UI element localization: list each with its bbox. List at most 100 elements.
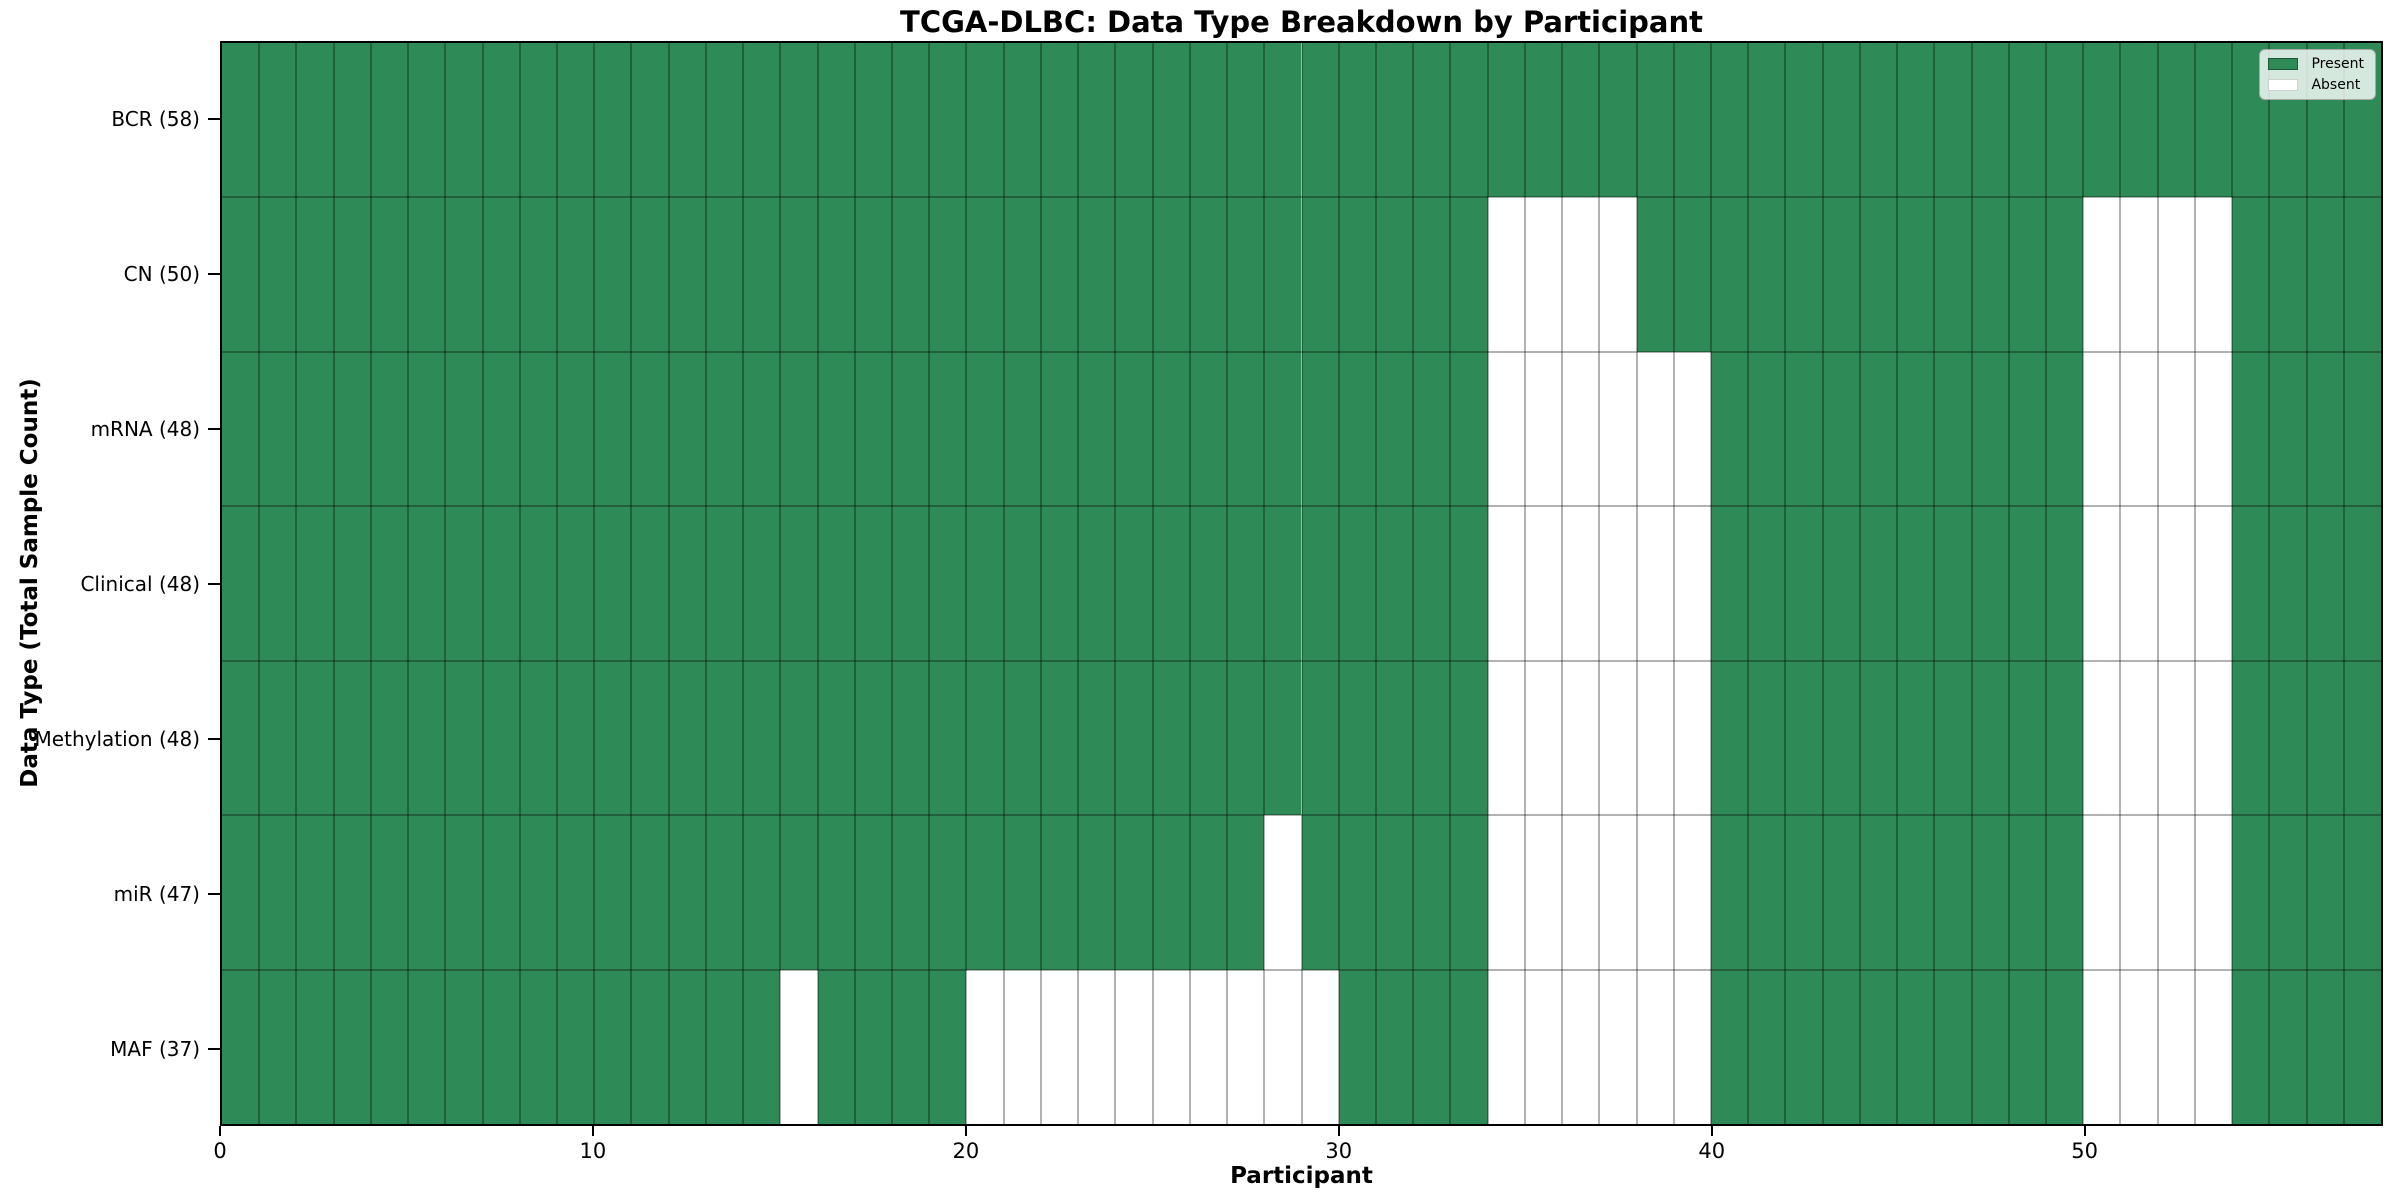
heatmap-cell [408, 351, 446, 507]
heatmap-cell [2269, 660, 2307, 816]
x-tick-mark [964, 1126, 967, 1136]
heatmap-cell [2083, 660, 2121, 816]
heatmap-cell [1859, 43, 1898, 198]
heatmap-cell [1115, 660, 1153, 816]
heatmap-cell [2008, 351, 2046, 507]
heatmap-cell [1301, 506, 1339, 661]
gridline-vertical [593, 43, 596, 1124]
heatmap-cell [1673, 660, 1711, 816]
heatmap-cell [1785, 351, 1823, 507]
heatmap-cell [296, 506, 334, 661]
heatmap-cell [557, 969, 595, 1124]
gridline-vertical [1523, 43, 1526, 1124]
heatmap-cell [854, 969, 893, 1124]
heatmap-cell [2306, 197, 2344, 352]
heatmap-cell [929, 197, 967, 352]
heatmap-cell [1785, 197, 1823, 352]
heatmap-cell [1264, 660, 1302, 816]
gridline-horizontal [222, 505, 2381, 508]
heatmap-cell [333, 351, 371, 507]
heatmap-cell [2045, 969, 2084, 1124]
gridline-vertical [1672, 43, 1675, 1124]
heatmap-cell [1115, 197, 1153, 352]
heatmap-cell [519, 43, 557, 198]
heatmap-cell [1227, 197, 1265, 352]
heatmap-cell [1636, 506, 1674, 661]
heatmap-cell [780, 660, 818, 816]
heatmap-cell [2232, 969, 2270, 1124]
gridline-vertical [2193, 43, 2196, 1124]
heatmap-cell [705, 969, 744, 1124]
gridline-vertical [816, 43, 819, 1124]
gridline-vertical [444, 43, 447, 1124]
heatmap-cell [1562, 815, 1600, 970]
heatmap-cell [519, 197, 557, 352]
heatmap-cell [1524, 351, 1563, 507]
heatmap-cell [1599, 815, 1637, 970]
heatmap-cell [705, 660, 744, 816]
heatmap-cell [259, 506, 297, 661]
gridline-vertical [1002, 43, 1005, 1124]
heatmap-cell [743, 506, 781, 661]
heatmap-cell [1338, 351, 1376, 507]
heatmap-cell [1487, 43, 1525, 198]
heatmap-cell [2269, 506, 2307, 661]
heatmap-cell [780, 351, 818, 507]
heatmap-cell [1078, 815, 1116, 970]
heatmap-cell [2120, 969, 2158, 1124]
heatmap-cell [2157, 43, 2195, 198]
heatmap-cell [2343, 660, 2381, 816]
heatmap-cell [445, 506, 483, 661]
y-tick-label: Methylation (48) [34, 726, 200, 751]
gridline-vertical [742, 43, 745, 1124]
heatmap-cell [2157, 969, 2195, 1124]
heatmap-cell [1748, 506, 1786, 661]
heatmap-cell [519, 815, 557, 970]
heatmap-cell [1189, 969, 1228, 1124]
heatmap-cell [482, 43, 520, 198]
heatmap-cell [1971, 969, 2009, 1124]
gridline-vertical [891, 43, 894, 1124]
x-tick-label: 10 [579, 1139, 607, 1163]
y-tick-mark [208, 1047, 220, 1050]
heatmap-cell [259, 815, 297, 970]
heatmap-cell [631, 969, 669, 1124]
heatmap-cell [2194, 506, 2233, 661]
heatmap-cell [1487, 660, 1525, 816]
heatmap-cell [1413, 815, 1451, 970]
heatmap-cell [1115, 506, 1153, 661]
heatmap-cell [2045, 197, 2084, 352]
heatmap-cell [296, 197, 334, 352]
heatmap-cell [2194, 43, 2233, 198]
heatmap-cell [966, 351, 1004, 507]
heatmap-cell [445, 43, 483, 198]
heatmap-cell [1413, 43, 1451, 198]
heatmap-cell [668, 660, 706, 816]
heatmap-cell [1785, 43, 1823, 198]
x-tick-label: 50 [2071, 1139, 2098, 1163]
heatmap-cell [1859, 660, 1898, 816]
heatmap-cell [445, 197, 483, 352]
heatmap-cell [2083, 197, 2121, 352]
heatmap-cell [743, 43, 781, 198]
heatmap-cell [2306, 660, 2344, 816]
heatmap-cells [222, 43, 2381, 1124]
heatmap-cell [222, 969, 260, 1124]
gridline-vertical [1598, 43, 1601, 1124]
heatmap-cell [1189, 43, 1228, 198]
heatmap-cell [222, 43, 260, 198]
gridline-vertical [853, 43, 856, 1124]
gridline-vertical [1114, 43, 1117, 1124]
y-tick-label: CN (50) [123, 261, 200, 286]
heatmap-cell [1822, 351, 1860, 507]
heatmap-cell [2008, 660, 2046, 816]
heatmap-cell [668, 815, 706, 970]
heatmap-cell [296, 969, 334, 1124]
gridline-vertical [1784, 43, 1787, 1124]
heatmap-cell [2120, 660, 2158, 816]
heatmap-cell [1487, 815, 1525, 970]
heatmap-cell [1487, 197, 1525, 352]
gridline-vertical [1449, 43, 1452, 1124]
heatmap-cell [705, 197, 744, 352]
heatmap-cell [408, 815, 446, 970]
